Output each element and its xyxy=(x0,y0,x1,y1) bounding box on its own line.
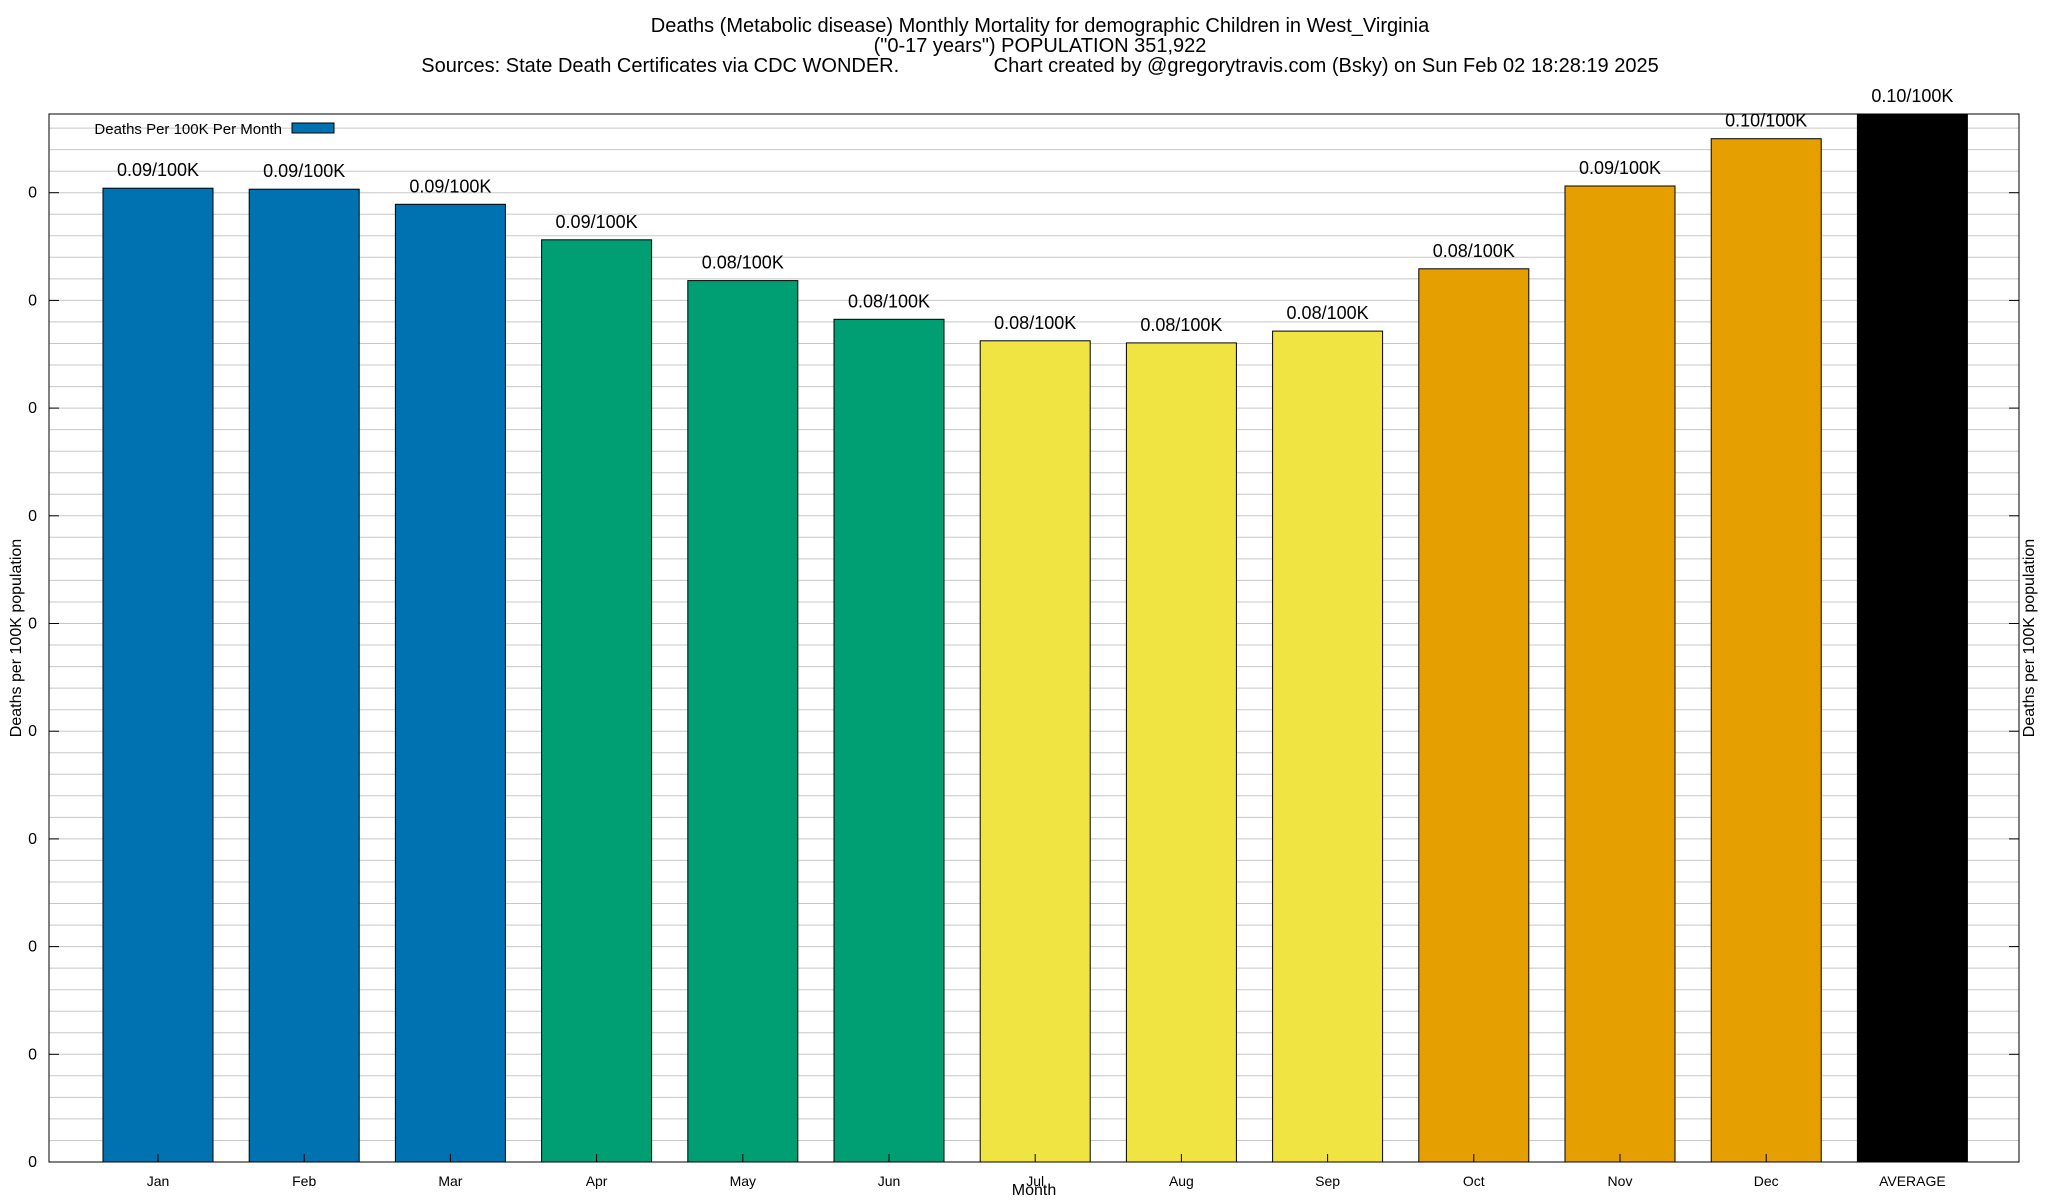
y-tick-label: 0 xyxy=(28,292,37,309)
bar-feb xyxy=(248,188,360,1163)
value-label-jan: 0.09/100K xyxy=(117,160,199,180)
x-tick-label-feb: Feb xyxy=(292,1173,316,1189)
x-tick-label-sep: Sep xyxy=(1315,1173,1340,1189)
legend-label: Deaths Per 100K Per Month xyxy=(94,121,282,138)
bar-apr xyxy=(541,239,653,1163)
x-tick-label-aug: Aug xyxy=(1169,1173,1194,1189)
x-axis-ticks: Jan Feb Mar Apr May Jun Jul Aug Sep Oct Nov Dec AVER… xyxy=(147,1154,1946,1189)
y-tick-label: 0 xyxy=(28,616,37,633)
legend-swatch xyxy=(291,122,335,134)
y-axis-label-right: Deaths per 100K population xyxy=(2021,539,2038,737)
x-tick-label-apr: Apr xyxy=(586,1173,608,1189)
bar-dec xyxy=(1710,138,1822,1163)
x-tick-label-average: AVERAGE xyxy=(1879,1173,1946,1189)
plot-frame xyxy=(48,113,2020,1163)
bar-mar xyxy=(394,203,506,1163)
chart-subtitle: ("0-17 years") POPULATION 351,922 xyxy=(874,35,1207,57)
value-label-nov: 0.09/100K xyxy=(1579,158,1661,178)
y-tick-label: 0 xyxy=(28,723,37,740)
x-tick-label-may: May xyxy=(730,1173,756,1189)
x-tick-label-nov: Nov xyxy=(1608,1173,1633,1189)
x-axis-label: Month xyxy=(1012,1182,1056,1199)
value-label-aug: 0.08/100K xyxy=(1140,315,1222,335)
bar-sep xyxy=(1272,330,1384,1163)
value-labels: 0.09/100K 0.09/100K 0.09/100K 0.09/100K 0.08… xyxy=(117,86,1953,335)
value-label-feb: 0.09/100K xyxy=(263,161,345,181)
y-tick-label: 0 xyxy=(28,400,37,417)
value-label-average: 0.10/100K xyxy=(1871,86,1953,106)
value-label-sep: 0.08/100K xyxy=(1287,303,1369,323)
y-tick-label: 0 xyxy=(28,508,37,525)
chart-title: Deaths (Metabolic disease) Monthly Morta… xyxy=(651,15,1430,37)
value-label-apr: 0.09/100K xyxy=(556,212,638,232)
bar-jun xyxy=(833,318,945,1163)
y-tick-label: 0 xyxy=(28,185,37,202)
bar-average xyxy=(1856,113,1968,1163)
y-tick-label: 0 xyxy=(28,1154,37,1171)
legend: Deaths Per 100K Per Month xyxy=(94,121,335,138)
chart-sources: Sources: State Death Certificates via CD… xyxy=(421,55,1658,77)
value-label-may: 0.08/100K xyxy=(702,253,784,273)
value-label-dec: 0.10/100K xyxy=(1725,111,1807,131)
x-tick-label-dec: Dec xyxy=(1754,1173,1779,1189)
bars xyxy=(102,113,1968,1163)
y-axis-label-left: Deaths per 100K population xyxy=(8,539,25,737)
y-tick-label: 0 xyxy=(28,831,37,848)
x-tick-label-oct: Oct xyxy=(1463,1173,1485,1189)
y-tick-label: 0 xyxy=(28,1046,37,1063)
y-tick-label: 0 xyxy=(28,939,37,956)
x-tick-label-jun: Jun xyxy=(878,1173,901,1189)
bar-jan xyxy=(102,187,214,1163)
x-tick-label-jan: Jan xyxy=(147,1173,170,1189)
y-axis-ticks: 0 0 0 0 0 0 0 0 0 0 xyxy=(28,185,2019,1171)
value-label-mar: 0.09/100K xyxy=(409,176,491,196)
x-tick-label-jul: Jul xyxy=(1026,1173,1044,1189)
bar-nov xyxy=(1564,185,1676,1163)
bar-jul xyxy=(979,340,1091,1163)
bar-oct xyxy=(1418,268,1530,1163)
value-label-jun: 0.08/100K xyxy=(848,291,930,311)
bar-may xyxy=(687,280,799,1163)
value-label-oct: 0.08/100K xyxy=(1433,241,1515,261)
x-tick-label-mar: Mar xyxy=(438,1173,462,1189)
value-label-jul: 0.08/100K xyxy=(994,313,1076,333)
bar-aug xyxy=(1125,342,1237,1163)
